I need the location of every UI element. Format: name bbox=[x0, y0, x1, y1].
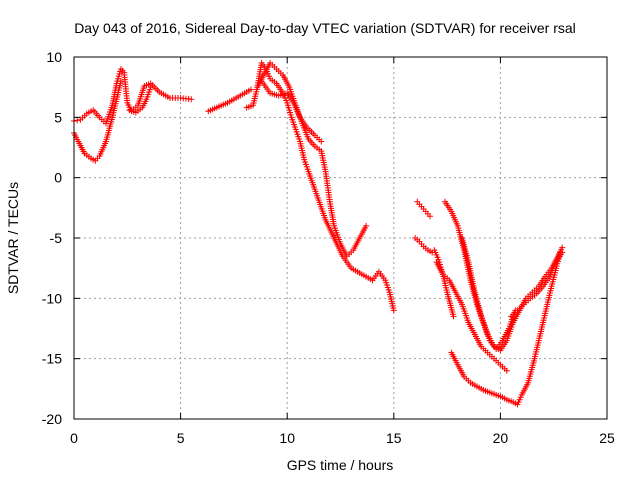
y-tick-label: -15 bbox=[42, 351, 62, 367]
x-tick-label: 5 bbox=[177, 430, 185, 446]
data-point bbox=[117, 78, 124, 85]
data-point bbox=[363, 222, 370, 229]
x-tick-label: 0 bbox=[70, 430, 78, 446]
x-tick-label: 25 bbox=[599, 430, 615, 446]
data-point bbox=[450, 313, 457, 320]
x-tick-label: 20 bbox=[493, 430, 509, 446]
grid bbox=[74, 57, 607, 419]
y-tick-label: -5 bbox=[50, 230, 63, 246]
data-points bbox=[71, 60, 566, 408]
data-point bbox=[503, 367, 510, 374]
data-point bbox=[390, 307, 397, 314]
chart-title: Day 043 of 2016, Sidereal Day-to-day VTE… bbox=[74, 20, 576, 36]
data-point bbox=[247, 86, 254, 93]
x-axis-label: GPS time / hours bbox=[287, 457, 394, 473]
y-tick-label: 0 bbox=[54, 170, 62, 186]
data-point bbox=[318, 138, 325, 145]
y-tick-label: -10 bbox=[42, 290, 62, 306]
y-axis-label: SDTVAR / TECUs bbox=[5, 182, 21, 294]
data-point bbox=[559, 249, 566, 256]
y-tick-label: 5 bbox=[54, 109, 62, 125]
x-tick-label: 10 bbox=[279, 430, 295, 446]
data-point bbox=[147, 84, 154, 91]
data-point bbox=[74, 117, 81, 124]
x-tick-label: 15 bbox=[386, 430, 402, 446]
axis-ticks: 0 5 10 15 20 25 10 5 0 -5 -10 -15 -20 bbox=[42, 49, 615, 446]
data-point bbox=[427, 213, 434, 220]
data-point bbox=[188, 96, 195, 103]
y-tick-label: -20 bbox=[42, 411, 62, 427]
y-tick-label: 10 bbox=[46, 49, 62, 65]
